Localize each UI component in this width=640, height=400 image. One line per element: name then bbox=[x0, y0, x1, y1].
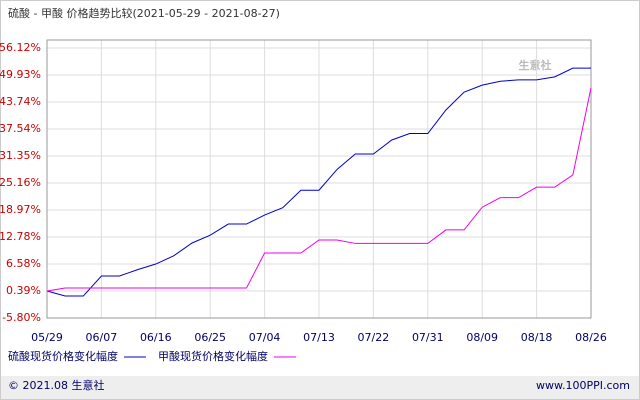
x-tick-label: 05/29 bbox=[31, 331, 63, 344]
y-tick-label: 31.35% bbox=[0, 149, 41, 162]
legend-label: 甲酸现货价格变化幅度 bbox=[158, 349, 268, 363]
x-tick-label: 06/07 bbox=[86, 331, 118, 344]
x-tick-label: 06/16 bbox=[140, 331, 172, 344]
x-tick-label: 08/18 bbox=[521, 331, 553, 344]
footer-right: www.100PPI.com bbox=[536, 379, 630, 392]
watermark: 生意社 bbox=[519, 58, 552, 72]
x-tick-label: 06/25 bbox=[194, 331, 226, 344]
y-tick-label: 6.58% bbox=[6, 257, 41, 270]
series-line bbox=[46, 87, 592, 292]
plot-border bbox=[46, 39, 592, 319]
y-tick-label: 43.74% bbox=[0, 95, 41, 108]
y-tick-label: 56.12% bbox=[0, 41, 41, 54]
x-tick-label: 07/13 bbox=[303, 331, 335, 344]
footer-left: © 2021.08 生意社 bbox=[8, 378, 104, 392]
footer-band bbox=[1, 376, 639, 399]
x-tick-label: 07/31 bbox=[412, 331, 444, 344]
series-line bbox=[46, 67, 591, 297]
x-tick-label: 07/04 bbox=[249, 331, 281, 344]
y-tick-label: 12.78% bbox=[0, 230, 41, 243]
y-tick-label: 49.93% bbox=[0, 68, 41, 81]
x-tick-label: 07/22 bbox=[358, 331, 390, 344]
y-tick-label: 37.54% bbox=[0, 122, 41, 135]
x-tick-label: 08/09 bbox=[466, 331, 498, 344]
x-tick-label: 08/26 bbox=[575, 331, 607, 344]
y-tick-label: 25.16% bbox=[0, 176, 41, 189]
y-tick-label: 18.97% bbox=[0, 203, 41, 216]
y-tick-label: -5.80% bbox=[2, 311, 41, 324]
y-tick-label: 0.39% bbox=[6, 284, 41, 297]
chart-title: 硫酸 - 甲酸 价格趋势比较(2021-05-29 - 2021-08-27) bbox=[8, 6, 280, 20]
legend-label: 硫酸现货价格变化幅度 bbox=[8, 349, 118, 363]
